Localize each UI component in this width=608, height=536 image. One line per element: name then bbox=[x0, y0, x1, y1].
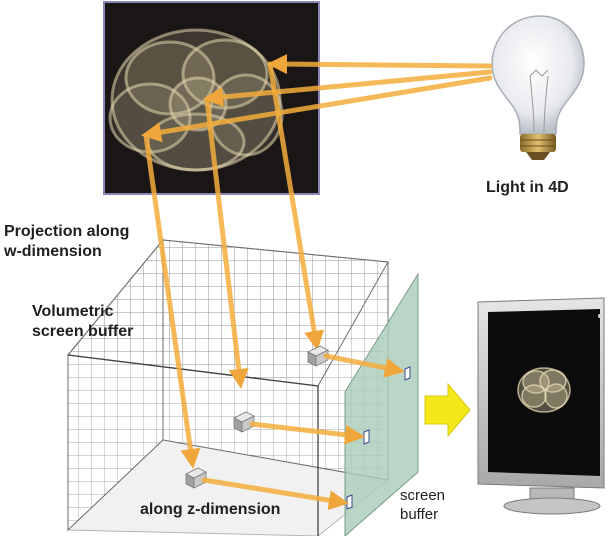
light-label: Light in 4D bbox=[486, 179, 569, 196]
hypersphere-object-icon bbox=[108, 28, 284, 172]
voxel-2 bbox=[233, 411, 255, 433]
arrow-right-icon bbox=[424, 382, 471, 438]
projection-ray-3 bbox=[143, 133, 201, 469]
voxel-3 bbox=[185, 467, 207, 489]
ray-middle bbox=[203, 69, 493, 107]
z-ray-3 bbox=[201, 477, 349, 511]
projection-ray-2 bbox=[204, 97, 249, 389]
screen-buffer-glass bbox=[344, 272, 419, 536]
screen-buffer-label-line-2: buffer bbox=[400, 506, 439, 523]
monitor-object-icon bbox=[517, 367, 571, 413]
volumetric-label-line-1: Volumetric bbox=[32, 303, 114, 320]
light-bulb-icon bbox=[491, 15, 585, 160]
z-dimension-rays bbox=[201, 353, 405, 511]
projection-label: Projection along w-dimension bbox=[4, 222, 129, 262]
z-ray-2 bbox=[249, 421, 365, 445]
projection-label-line-1: Projection along bbox=[4, 223, 130, 240]
ray-bottom bbox=[141, 75, 493, 143]
z-dimension-label: along z-dimension bbox=[140, 501, 281, 518]
volumetric-label-line-2: screen buffer bbox=[32, 323, 134, 340]
monitor-icon bbox=[477, 297, 605, 515]
screen-buffer-pixels bbox=[346, 366, 411, 510]
projection-label-line-2: w-dimension bbox=[4, 243, 102, 260]
projection-rays bbox=[141, 54, 493, 469]
projection-ray-1 bbox=[267, 61, 325, 351]
volumetric-label: Volumetric screen buffer bbox=[32, 302, 133, 342]
cube-front-edges bbox=[67, 354, 319, 536]
screen-buffer-label: screen buffer bbox=[400, 486, 445, 524]
ray-top bbox=[267, 54, 493, 75]
z-ray-1 bbox=[323, 353, 405, 378]
screen-buffer-label-line-1: screen bbox=[400, 487, 446, 504]
